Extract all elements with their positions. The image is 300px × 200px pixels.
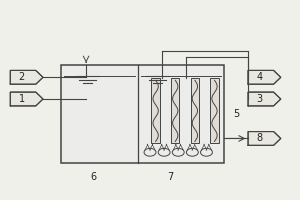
Polygon shape — [248, 92, 281, 106]
Polygon shape — [248, 132, 281, 145]
Polygon shape — [10, 92, 43, 106]
Text: 2: 2 — [19, 72, 25, 82]
Text: 5: 5 — [233, 109, 239, 119]
Text: 4: 4 — [256, 72, 262, 82]
Bar — [61, 64, 224, 163]
Polygon shape — [248, 70, 281, 84]
Text: 1: 1 — [19, 94, 25, 104]
Text: 3: 3 — [256, 94, 262, 104]
Bar — [191, 78, 199, 143]
Text: 7: 7 — [168, 172, 174, 182]
Bar — [152, 78, 160, 143]
Text: 8: 8 — [256, 133, 262, 143]
Bar — [171, 78, 179, 143]
Bar — [210, 78, 219, 143]
Polygon shape — [10, 70, 43, 84]
Text: 6: 6 — [91, 172, 97, 182]
